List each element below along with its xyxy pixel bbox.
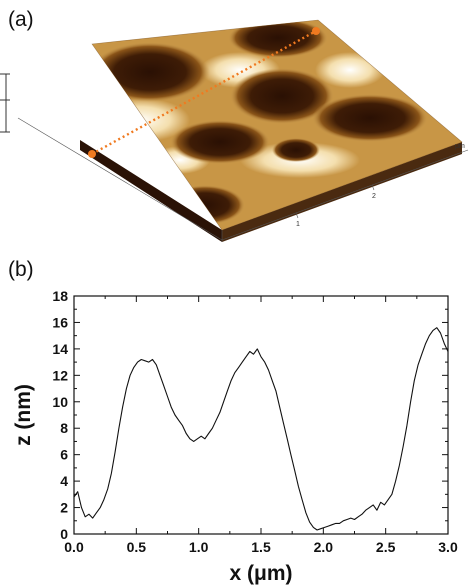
plot-frame xyxy=(73,295,449,535)
y-tick-label: 0 xyxy=(60,526,68,542)
surface-left-wall xyxy=(80,140,222,242)
x-tick-label: 1.5 xyxy=(251,539,271,555)
panel-a-label: (a) xyxy=(8,8,34,31)
axis-tick xyxy=(371,184,375,191)
y-tick-label: 4 xyxy=(60,473,68,489)
surface-outline xyxy=(91,19,463,231)
surface-right-wall xyxy=(222,142,462,242)
axis-tick-label: 1 xyxy=(296,221,300,228)
surface-pit xyxy=(380,36,460,84)
x-tick-label: 0.5 xyxy=(127,539,147,555)
x-tick-label: 0.0 xyxy=(64,539,84,555)
y-axis-label: z (nm) xyxy=(12,384,35,446)
y-tick-label: 6 xyxy=(60,447,68,463)
y-tick-label: 14 xyxy=(52,341,68,357)
y-tick-label: 2 xyxy=(60,500,68,516)
axis-tick-label: 2 xyxy=(372,193,376,200)
profile-start-marker xyxy=(88,150,96,158)
surface-pit xyxy=(272,138,320,162)
afm-surface-image: 1 2 μm xyxy=(0,19,469,242)
x-tick-label: 2.5 xyxy=(376,539,396,555)
profile-end-marker xyxy=(312,27,320,35)
surface-pit xyxy=(228,20,328,58)
x-tick-label: 1.0 xyxy=(189,539,209,555)
panel-b-label: (b) xyxy=(8,258,34,281)
surface-pit xyxy=(170,120,270,164)
frame-left-axis xyxy=(17,117,223,241)
y-tick-label: 16 xyxy=(52,314,68,330)
surface-pit xyxy=(230,68,334,124)
x-tick-label: 2.0 xyxy=(314,539,334,555)
profile-series-line xyxy=(73,327,449,531)
axis-tick xyxy=(295,212,299,219)
axis-unit-label: μm xyxy=(455,143,465,150)
y-tick-label: 12 xyxy=(52,367,68,383)
frame-bottom-axis xyxy=(221,149,469,241)
y-tick-label: 10 xyxy=(52,394,68,410)
surface-pit xyxy=(312,94,428,142)
y-tick-label: 8 xyxy=(60,420,68,436)
x-tick-label: 3.0 xyxy=(438,539,458,555)
y-tick-label: 18 xyxy=(52,288,68,304)
surface-pit xyxy=(92,42,210,102)
x-axis-label: x (μm) xyxy=(229,562,292,585)
